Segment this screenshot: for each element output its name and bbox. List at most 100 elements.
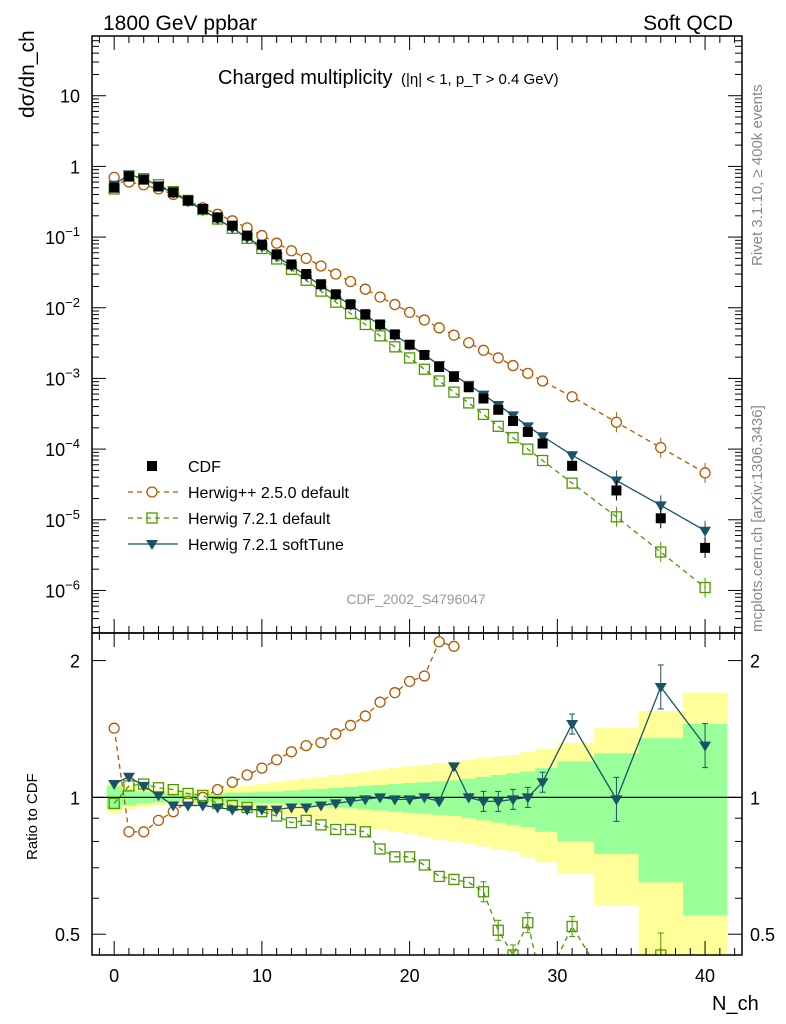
data-point-herwig-2-5-0-default xyxy=(566,391,578,403)
legend-label: Herwig 7.2.1 default xyxy=(188,511,331,528)
ratio-point-herwig-7-2-1-softtune xyxy=(285,803,298,814)
main-title: Charged multiplicity (|η| < 1, p_T > 0.4… xyxy=(218,67,559,89)
data-point-herwig-2-5-0-default xyxy=(418,314,431,326)
main-y-tick-label: 10−1 xyxy=(45,224,80,248)
ratio-point-herwig-7-2-1-softtune xyxy=(196,801,209,812)
ratio-line-herwig-7-2-1-softtune xyxy=(113,685,706,811)
data-point-cdf xyxy=(508,415,519,426)
ratio-point-herwig-2-5-0-default xyxy=(285,746,298,758)
data-point-herwig-2-5-0-default xyxy=(699,467,711,479)
data-point-herwig-7-2-1-default xyxy=(463,397,475,409)
ratio-y-tick-label: 1 xyxy=(70,788,80,808)
data-point-herwig-7-2-1-softtune xyxy=(699,526,712,537)
ratio-point-herwig-7-2-1-default xyxy=(300,814,312,827)
main-y-tick-label: 10−6 xyxy=(45,577,80,601)
data-point-herwig-7-2-1-default xyxy=(403,352,416,364)
data-point-cdf xyxy=(655,513,666,524)
data-point-herwig-2-5-0-default xyxy=(522,367,534,379)
tick-exponent: −2 xyxy=(65,295,80,310)
data-point-herwig-2-5-0-default xyxy=(330,268,342,280)
data-point-cdf xyxy=(611,485,622,496)
ratio-point-herwig-2-5-0-default xyxy=(433,636,445,648)
ratio-point-herwig-7-2-1-softtune xyxy=(507,795,520,806)
main-y-tick-label: 10−3 xyxy=(45,365,80,389)
data-point-cdf xyxy=(360,309,371,320)
ratio-point-herwig-7-2-1-softtune xyxy=(314,801,327,812)
ratio-point-herwig-7-2-1-default xyxy=(433,870,445,883)
data-point-herwig-7-2-1-default xyxy=(418,363,431,375)
data-point-herwig-2-5-0-default xyxy=(271,237,283,249)
ratio-point-herwig-2-5-0-default xyxy=(138,826,150,838)
tick-exponent: −5 xyxy=(65,507,80,522)
data-point-herwig-2-5-0-default xyxy=(389,298,401,311)
ratio-point-herwig-7-2-1-softtune xyxy=(462,793,475,804)
ratio-point-herwig-7-2-1-softtune xyxy=(388,795,401,806)
data-point-herwig-7-2-1-default xyxy=(522,443,534,455)
ratio-point-herwig-2-5-0-default xyxy=(256,762,268,774)
ratio-point-herwig-7-2-1-softtune xyxy=(477,797,490,808)
ratio-point-herwig-2-5-0-default xyxy=(123,826,135,838)
ratio-point-herwig-2-5-0-default xyxy=(330,728,342,740)
ratio-point-herwig-7-2-1-softtune xyxy=(167,801,180,812)
ratio-y-tick-label-right: 2 xyxy=(750,652,760,672)
data-point-herwig-2-5-0-default xyxy=(448,329,460,341)
data-point-herwig-7-2-1-default xyxy=(448,386,460,398)
ratio-point-herwig-7-2-1-default xyxy=(285,816,298,829)
ratio-y-tick-label: 2 xyxy=(70,652,80,672)
ratio-point-herwig-7-2-1-default xyxy=(566,920,578,933)
data-point-cdf xyxy=(197,203,208,214)
data-point-cdf xyxy=(463,382,474,393)
ratio-point-herwig-7-2-1-softtune xyxy=(374,793,387,804)
ratio-point-herwig-7-2-1-softtune xyxy=(344,797,357,808)
ratio-line-herwig-2-5-0-default xyxy=(113,640,455,833)
ratio-point-herwig-7-2-1-default xyxy=(463,876,475,889)
x-tick-label: 10 xyxy=(252,966,272,986)
data-point-herwig-2-5-0-default xyxy=(463,337,475,349)
ratio-point-herwig-7-2-1-softtune xyxy=(255,805,268,816)
legend: CDF Herwig++ 2.5.0 default Herwig 7.2.1 de… xyxy=(128,459,350,554)
data-point-cdf xyxy=(537,438,548,449)
data-point-herwig-7-2-1-default xyxy=(566,477,578,489)
series-cdf xyxy=(109,171,711,558)
data-point-herwig-7-2-1-softtune xyxy=(536,432,549,443)
tick-mantissa: 10 xyxy=(45,299,65,319)
data-point-herwig-2-5-0-default xyxy=(374,291,386,303)
legend-label: Herwig++ 2.5.0 default xyxy=(188,485,350,502)
data-point-herwig-7-2-1-softtune xyxy=(566,451,579,462)
tick-mantissa: 10 xyxy=(45,228,65,248)
ratio-point-herwig-7-2-1-softtune xyxy=(359,795,372,806)
ratio-point-herwig-7-2-1-softtune xyxy=(536,778,549,789)
tick-exponent: −4 xyxy=(65,436,80,451)
ratio-frame xyxy=(91,632,743,956)
ratio-ylabel: Ratio to CDF xyxy=(24,773,41,860)
data-point-herwig-7-2-1-default xyxy=(610,511,623,523)
ratio-point-herwig-7-2-1-default xyxy=(538,983,548,993)
ratio-point-herwig-2-5-0-default xyxy=(403,675,416,688)
legend-label: CDF xyxy=(188,459,221,476)
uncertainty-band-inner xyxy=(106,724,728,916)
data-point-cdf xyxy=(109,182,120,193)
ratio-point-herwig-7-2-1-softtune xyxy=(433,797,446,808)
ratio-point-herwig-2-5-0-default xyxy=(418,670,431,682)
ratio-point-herwig-7-2-1-softtune xyxy=(447,762,460,773)
ratio-point-herwig-7-2-1-default xyxy=(507,949,519,955)
data-point-cdf xyxy=(271,249,282,260)
ratio-point-herwig-7-2-1-default xyxy=(359,826,371,838)
ratio-point-herwig-7-2-1-softtune xyxy=(182,801,195,812)
header-left: 1800 GeV ppbar xyxy=(103,12,257,35)
legend-marker xyxy=(146,540,158,550)
data-point-cdf xyxy=(434,362,445,373)
series-herwig-7-2-1-default xyxy=(108,170,711,598)
ratio-point-herwig-7-2-1-softtune xyxy=(566,720,579,731)
ratio-point-herwig-2-5-0-default xyxy=(359,710,371,722)
ratio-point-herwig-7-2-1-softtune xyxy=(329,799,342,810)
ratio-point-herwig-7-2-1-default xyxy=(522,917,534,929)
data-point-cdf xyxy=(419,349,430,360)
ratio-point-herwig-7-2-1-softtune xyxy=(108,780,121,791)
data-point-herwig-7-2-1-softtune xyxy=(654,501,667,512)
data-point-herwig-2-5-0-default xyxy=(610,416,623,428)
ratio-point-herwig-2-5-0-default xyxy=(241,769,253,781)
data-point-cdf xyxy=(315,279,326,290)
data-point-herwig-2-5-0-default xyxy=(300,252,312,265)
legend-marker xyxy=(147,461,157,471)
